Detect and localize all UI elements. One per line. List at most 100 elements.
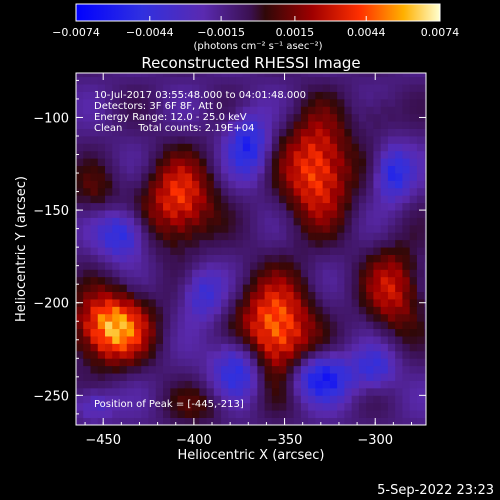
- heatmap-cell: [112, 284, 120, 293]
- heatmap-cell: [315, 224, 324, 233]
- heatmap-cell: [97, 84, 106, 92]
- heatmap-cell: [83, 202, 91, 211]
- heatmap-cell: [184, 150, 193, 159]
- heatmap-cell: [293, 180, 302, 189]
- heatmap-cell: [395, 73, 403, 78]
- heatmap-cell: [199, 224, 207, 233]
- heatmap-cell: [257, 84, 265, 92]
- heatmap-cell: [409, 239, 418, 248]
- heatmap-cell: [351, 76, 360, 85]
- heatmap-cell: [206, 350, 215, 359]
- heatmap-cell: [163, 410, 171, 418]
- heatmap-cell: [257, 121, 265, 129]
- heatmap-cell: [337, 224, 345, 233]
- heatmap-cell: [192, 417, 200, 425]
- heatmap-cell: [163, 291, 171, 300]
- heatmap-cell: [83, 350, 91, 359]
- heatmap-cell: [112, 299, 120, 307]
- heatmap-cell: [308, 261, 316, 270]
- heatmap-cell: [134, 187, 142, 196]
- heatmap-cell: [300, 128, 309, 137]
- heatmap-cell: [271, 128, 280, 137]
- heatmap-cell: [337, 276, 345, 285]
- heatmap-cell: [213, 321, 222, 330]
- heatmap-cell: [366, 165, 374, 174]
- heatmap-cell: [155, 73, 164, 78]
- heatmap-cell: [315, 291, 324, 300]
- heatmap-cell: [300, 165, 309, 174]
- heatmap-cell: [90, 173, 99, 181]
- heatmap-cell: [134, 180, 142, 189]
- heatmap-cell: [395, 128, 403, 137]
- heatmap-cell: [192, 224, 200, 233]
- heatmap-cell: [213, 195, 222, 204]
- heatmap-cell: [300, 84, 309, 92]
- heatmap-cell: [199, 128, 207, 137]
- heatmap-cell: [155, 350, 164, 359]
- heatmap-cell: [395, 321, 403, 330]
- heatmap-cell: [293, 387, 302, 396]
- heatmap-cell: [163, 113, 171, 122]
- heatmap-cell: [286, 328, 295, 337]
- heatmap-cell: [271, 350, 280, 359]
- heatmap-cell: [337, 336, 345, 344]
- heatmap-cell: [286, 269, 295, 278]
- heatmap-cell: [402, 128, 411, 137]
- heatmap-cell: [134, 113, 142, 122]
- heatmap-cell: [105, 195, 113, 204]
- heatmap-cell: [315, 180, 324, 189]
- heatmap-cell: [119, 284, 128, 293]
- heatmap-cell: [242, 276, 251, 285]
- heatmap-cell: [279, 165, 287, 174]
- heatmap-cell: [170, 410, 178, 418]
- heatmap-cell: [373, 350, 382, 359]
- heatmap-cell: [141, 299, 149, 307]
- heatmap-cell: [83, 84, 91, 92]
- heatmap-cell: [358, 306, 367, 315]
- heatmap-cell: [416, 417, 425, 425]
- heatmap-cell: [76, 417, 84, 425]
- heatmap-cell: [213, 98, 222, 107]
- heatmap-cell: [250, 358, 258, 367]
- heatmap-cell: [337, 91, 345, 100]
- heatmap-cell: [373, 380, 382, 389]
- heatmap-cell: [170, 76, 178, 85]
- heatmap-cell: [221, 187, 229, 196]
- heatmap-cell: [177, 73, 186, 78]
- heatmap-cell: [358, 350, 367, 359]
- heatmap-cell: [228, 128, 236, 137]
- heatmap-cell: [387, 143, 396, 152]
- heatmap-cell: [141, 135, 149, 144]
- heatmap-cell: [76, 180, 84, 189]
- heatmap-cell: [264, 113, 273, 122]
- heatmap-cell: [344, 299, 353, 307]
- heatmap-cell: [351, 173, 360, 181]
- heatmap-cell: [83, 217, 91, 226]
- heatmap-cell: [286, 121, 295, 129]
- heatmap-cell: [279, 173, 287, 181]
- heatmap-cell: [308, 313, 316, 322]
- heatmap-cell: [228, 313, 236, 322]
- heatmap-cell: [184, 336, 193, 344]
- heatmap-cell: [206, 106, 215, 115]
- heatmap-cell: [322, 73, 331, 78]
- heatmap-cell: [163, 247, 171, 255]
- heatmap-cell: [322, 402, 331, 411]
- heatmap-cell: [344, 417, 353, 425]
- heatmap-cell: [416, 73, 425, 78]
- heatmap-cell: [366, 276, 374, 285]
- heatmap-cell: [148, 143, 157, 152]
- heatmap-cell: [315, 328, 324, 337]
- heatmap-cell: [293, 113, 302, 122]
- heatmap-cell: [308, 269, 316, 278]
- heatmap-cell: [271, 321, 280, 330]
- heatmap-cell: [402, 224, 411, 233]
- heatmap-cell: [170, 106, 178, 115]
- heatmap-cell: [279, 239, 287, 248]
- heatmap-cell: [257, 402, 265, 411]
- heatmap-cell: [315, 254, 324, 263]
- heatmap-cell: [337, 291, 345, 300]
- heatmap-cell: [293, 299, 302, 307]
- heatmap-cell: [366, 239, 374, 248]
- heatmap-cell: [199, 195, 207, 204]
